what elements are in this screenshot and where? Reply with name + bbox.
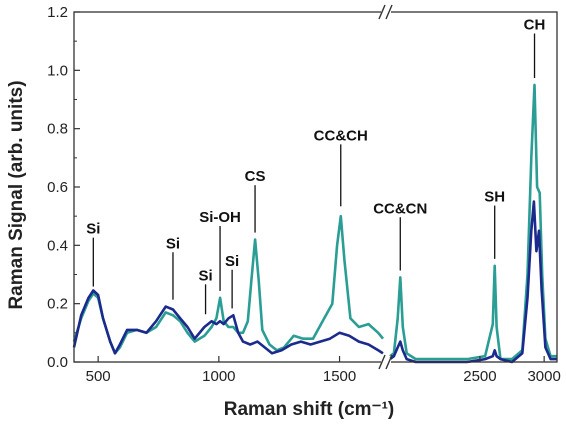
- y-tick-label-4: 0.8: [47, 121, 68, 138]
- x-tick-label-0-0: 500: [86, 368, 111, 385]
- peak-label-1: Si: [166, 235, 180, 252]
- peak-label-9: CH: [524, 17, 546, 34]
- y-tick-label-2: 0.4: [47, 237, 68, 254]
- axis-break-mark-bottom-2: [385, 354, 393, 370]
- axis-break-gap-bottom: [381, 358, 391, 366]
- y-tick-label-5: 1.0: [47, 62, 68, 79]
- series-a-line-1: [72, 214, 385, 355]
- y-tick-label-3: 0.6: [47, 179, 68, 196]
- x-tick-label-0-2: 1500: [323, 368, 356, 385]
- x-tick-label-1-0: 2500: [463, 368, 496, 385]
- plot-frame: [73, 11, 558, 363]
- peak-label-5: CS: [245, 168, 266, 185]
- peak-label-2: Si: [198, 267, 212, 284]
- y-tick-label-1: 0.2: [47, 296, 68, 313]
- y-tick-label-0: 0.0: [47, 354, 68, 371]
- peak-label-0: Si: [86, 221, 100, 238]
- axis-break-mark-top-1: [378, 4, 386, 20]
- axis-break-mark-bottom-1: [378, 354, 386, 370]
- peak-label-4: Si: [225, 253, 239, 270]
- y-axis-title: Raman Signal (arb. units): [6, 80, 27, 309]
- axis-break-mark-top-2: [385, 4, 393, 20]
- peak-label-7: CC&CN: [373, 200, 427, 217]
- peak-label-3: Si-OH: [199, 209, 241, 226]
- peak-label-8: SH: [484, 189, 505, 206]
- x-axis-title: Raman shift (cm⁻¹): [224, 399, 395, 420]
- y-tick-label-6: 1.2: [47, 4, 68, 21]
- series-b-line-1: [72, 289, 384, 355]
- axis-break-gap-top: [381, 8, 391, 16]
- plot-area: 0.0 0.2 0.4 0.6 0.8 1.0 1.2 500 1000 1500 2500 3000…: [47, 4, 561, 385]
- x-tick-label-0-1: 1000: [202, 368, 235, 385]
- peak-label-6: CC&CH: [314, 127, 368, 144]
- x-tick-label-1-1: 3000: [527, 368, 560, 385]
- series-a-line-2: [389, 83, 557, 361]
- series-b-line-2: [389, 200, 557, 364]
